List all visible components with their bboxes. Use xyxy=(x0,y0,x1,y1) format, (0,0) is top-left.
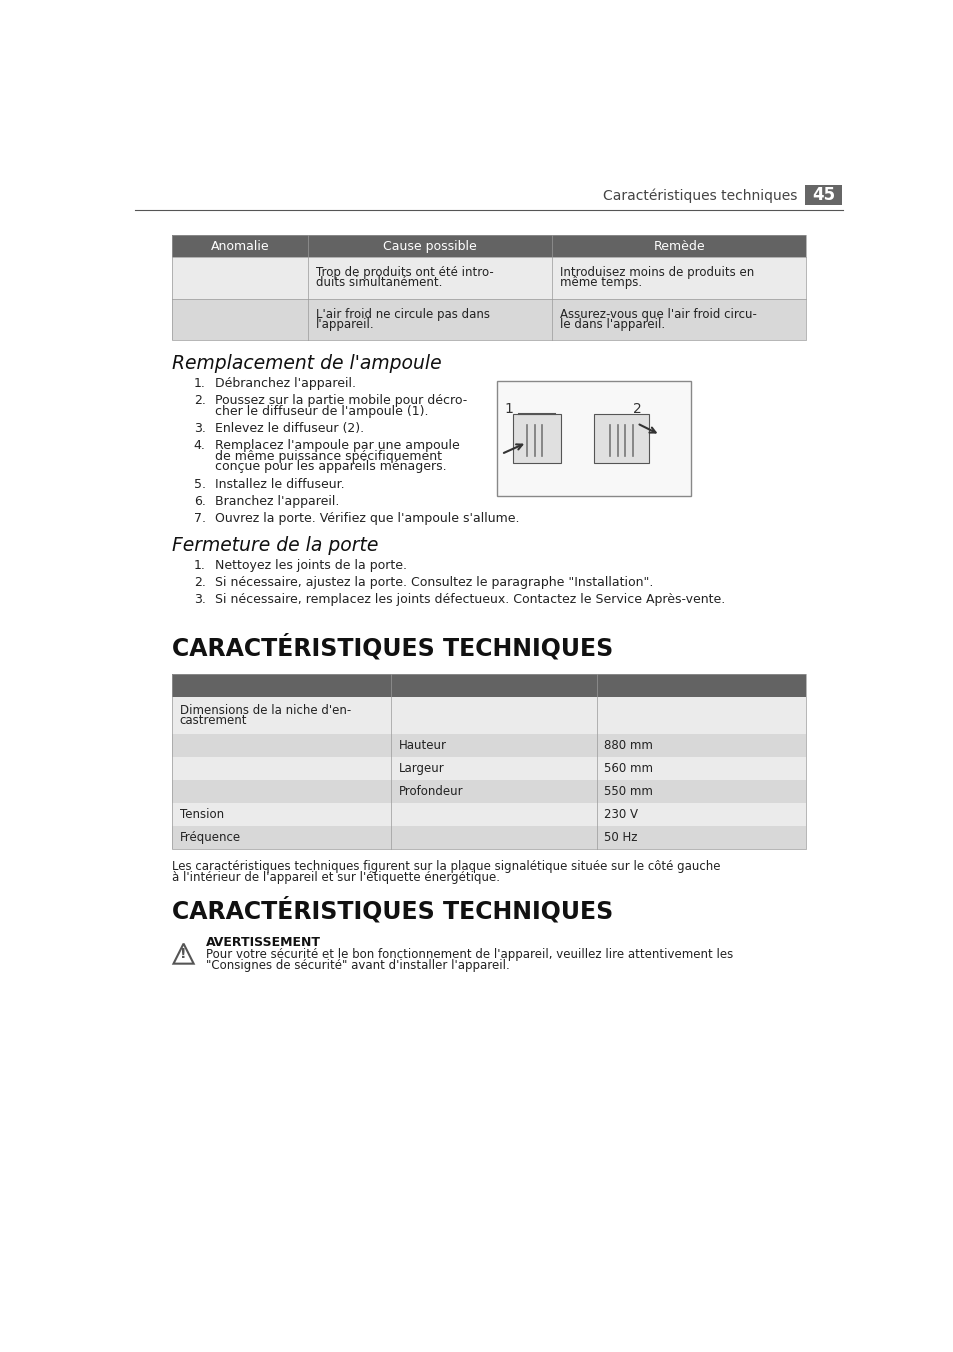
Text: Profondeur: Profondeur xyxy=(398,786,462,798)
Text: AVERTISSEMENT: AVERTISSEMENT xyxy=(206,936,321,949)
Bar xyxy=(497,381,691,496)
Text: "Consignes de sécurité" avant d'installer l'appareil.: "Consignes de sécurité" avant d'installe… xyxy=(206,959,509,972)
Text: de même puissance spécifiquement: de même puissance spécifiquement xyxy=(215,450,442,462)
Text: 7.: 7. xyxy=(193,512,206,525)
Text: Introduisez moins de produits en: Introduisez moins de produits en xyxy=(559,266,754,279)
Text: Fréquence: Fréquence xyxy=(179,831,240,845)
Text: Les caractéristiques techniques figurent sur la plaque signalétique située sur l: Les caractéristiques techniques figurent… xyxy=(172,860,720,873)
Text: 45: 45 xyxy=(811,187,835,204)
Text: 50 Hz: 50 Hz xyxy=(604,831,638,845)
Text: Installez le diffuseur.: Installez le diffuseur. xyxy=(215,477,345,491)
Text: à l'intérieur de l'appareil et sur l'étiquette énergétique.: à l'intérieur de l'appareil et sur l'éti… xyxy=(172,871,499,884)
Bar xyxy=(594,414,648,464)
Bar xyxy=(172,673,805,698)
Text: Si nécessaire, ajustez la porte. Consultez le paragraphe "Installation".: Si nécessaire, ajustez la porte. Consult… xyxy=(215,576,653,589)
Text: castrement: castrement xyxy=(179,714,247,727)
Bar xyxy=(172,803,805,826)
Text: 2.: 2. xyxy=(193,395,205,407)
Bar xyxy=(172,757,805,780)
Text: même temps.: même temps. xyxy=(559,276,641,289)
Text: 1.: 1. xyxy=(193,377,205,391)
Text: Nettoyez les joints de la porte.: Nettoyez les joints de la porte. xyxy=(215,558,407,572)
Bar xyxy=(172,257,805,299)
Text: 560 mm: 560 mm xyxy=(604,763,653,775)
Text: 3.: 3. xyxy=(193,594,205,607)
Text: Anomalie: Anomalie xyxy=(211,239,269,253)
Text: Caractéristiques techniques: Caractéristiques techniques xyxy=(602,188,797,203)
Text: 4.: 4. xyxy=(193,439,205,453)
Text: Pour votre sécurité et le bon fonctionnement de l'appareil, veuillez lire attent: Pour votre sécurité et le bon fonctionne… xyxy=(206,948,733,961)
Text: Enlevez le diffuseur (2).: Enlevez le diffuseur (2). xyxy=(215,422,364,435)
Text: Hauteur: Hauteur xyxy=(398,740,446,752)
Bar xyxy=(172,299,805,341)
Text: 2: 2 xyxy=(632,403,640,416)
Text: le dans l'appareil.: le dans l'appareil. xyxy=(559,318,664,331)
Text: Cause possible: Cause possible xyxy=(383,239,476,253)
Text: !: ! xyxy=(180,946,187,961)
Text: L'air froid ne circule pas dans: L'air froid ne circule pas dans xyxy=(315,308,490,320)
Bar xyxy=(172,235,805,257)
Text: CARACTÉRISTIQUES TECHNIQUES: CARACTÉRISTIQUES TECHNIQUES xyxy=(172,634,613,660)
Text: 1.: 1. xyxy=(193,558,205,572)
Text: conçue pour les appareils ménagers.: conçue pour les appareils ménagers. xyxy=(215,460,447,473)
Bar xyxy=(172,734,805,757)
Text: Largeur: Largeur xyxy=(398,763,444,775)
Text: 550 mm: 550 mm xyxy=(604,786,653,798)
Text: Assurez-vous que l'air froid circu-: Assurez-vous que l'air froid circu- xyxy=(559,308,756,320)
Text: 230 V: 230 V xyxy=(604,808,638,821)
Text: 2.: 2. xyxy=(193,576,205,589)
Text: Ouvrez la porte. Vérifiez que l'ampoule s'allume.: Ouvrez la porte. Vérifiez que l'ampoule … xyxy=(215,512,519,525)
Text: CARACTÉRISTIQUES TECHNIQUES: CARACTÉRISTIQUES TECHNIQUES xyxy=(172,898,613,923)
Text: duits simultanément.: duits simultanément. xyxy=(315,276,442,289)
Bar xyxy=(172,698,805,734)
Text: 880 mm: 880 mm xyxy=(604,740,653,752)
Text: l'appareil.: l'appareil. xyxy=(315,318,375,331)
Bar xyxy=(172,826,805,849)
Text: Si nécessaire, remplacez les joints défectueux. Contactez le Service Après-vente: Si nécessaire, remplacez les joints défe… xyxy=(215,594,725,607)
Bar xyxy=(804,185,841,206)
Bar xyxy=(172,235,805,341)
Text: Branchez l'appareil.: Branchez l'appareil. xyxy=(215,495,339,508)
Text: Remplacez l'ampoule par une ampoule: Remplacez l'ampoule par une ampoule xyxy=(215,439,459,453)
Text: Trop de produits ont été intro-: Trop de produits ont été intro- xyxy=(315,266,494,279)
Text: 6.: 6. xyxy=(193,495,205,508)
Text: 3.: 3. xyxy=(193,422,205,435)
Text: 1: 1 xyxy=(504,403,513,416)
Text: Tension: Tension xyxy=(179,808,224,821)
Bar xyxy=(513,414,560,464)
Text: Dimensions de la niche d'en-: Dimensions de la niche d'en- xyxy=(179,704,351,717)
Text: 5.: 5. xyxy=(193,477,206,491)
Text: Poussez sur la partie mobile pour décro-: Poussez sur la partie mobile pour décro- xyxy=(215,395,467,407)
Text: Remplacement de l'ampoule: Remplacement de l'ampoule xyxy=(172,354,441,373)
Text: Débranchez l'appareil.: Débranchez l'appareil. xyxy=(215,377,356,391)
Text: Remède: Remède xyxy=(653,239,704,253)
Bar xyxy=(172,673,805,849)
Bar xyxy=(172,780,805,803)
Text: cher le diffuseur de l'ampoule (1).: cher le diffuseur de l'ampoule (1). xyxy=(215,404,429,418)
Text: Fermeture de la porte: Fermeture de la porte xyxy=(172,535,378,554)
